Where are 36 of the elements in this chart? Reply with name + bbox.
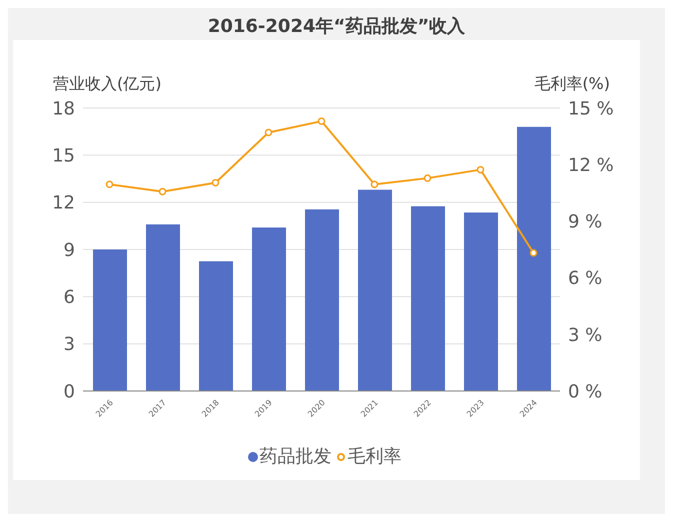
point bbox=[370, 180, 378, 188]
point bbox=[318, 117, 326, 125]
bar bbox=[252, 227, 286, 391]
y2-axis-title: 毛利率(%) bbox=[534, 74, 610, 95]
bar bbox=[517, 126, 551, 391]
bar bbox=[411, 206, 445, 391]
y2-tick-label: 12 % bbox=[568, 154, 614, 176]
y2-tick-label: 3 % bbox=[568, 324, 602, 346]
point bbox=[212, 178, 220, 186]
bar bbox=[358, 190, 392, 391]
y-tick-label: 0 bbox=[64, 381, 75, 402]
y2-tick-label: 0 % bbox=[568, 381, 602, 402]
point bbox=[530, 249, 538, 257]
y-tick-label: 6 bbox=[64, 287, 75, 308]
point bbox=[476, 166, 484, 174]
y-axis-title: 营业收入(亿元) bbox=[53, 74, 162, 95]
point bbox=[158, 188, 166, 196]
bar bbox=[305, 209, 339, 391]
bar bbox=[93, 250, 127, 391]
y2-tick-label: 15 % bbox=[568, 98, 614, 120]
y2-tick-label: 6 % bbox=[568, 268, 602, 290]
y2-tick-label: 9 % bbox=[568, 212, 602, 233]
legend-label: 毛利率 bbox=[346, 446, 402, 467]
y-tick-label: 15 bbox=[52, 146, 75, 167]
point bbox=[106, 180, 114, 188]
point bbox=[424, 174, 432, 182]
bar bbox=[464, 212, 498, 391]
y-tick-label: 18 bbox=[52, 98, 75, 120]
bar bbox=[146, 224, 180, 391]
y-tick-label: 9 bbox=[64, 240, 75, 261]
y-tick-label: 12 bbox=[52, 192, 75, 214]
y-tick-label: 3 bbox=[64, 334, 75, 356]
legend-label: 药品批发 bbox=[258, 446, 332, 467]
bar bbox=[199, 261, 233, 391]
point bbox=[264, 128, 272, 136]
chart-title: 2016-2024年“药品批发”收入 bbox=[206, 15, 466, 38]
